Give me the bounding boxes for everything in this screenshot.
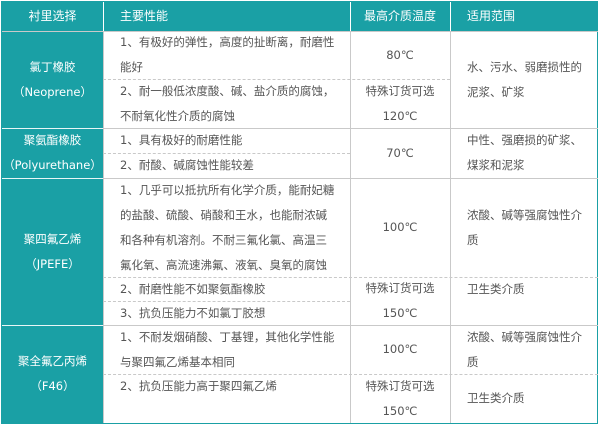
property-cell: 2、耐酸、碱腐蚀性能较差: [103, 153, 350, 178]
column-header: 主要性能: [103, 2, 350, 31]
property-cell: 1、几乎可以抵抗所有化学介质，能耐妃糖 的盐酸、硫酸、硝酸和王水，也能耐浓碱 和各种…: [103, 178, 350, 277]
cell-text: 适用范围: [467, 9, 516, 23]
cell-text: 特殊订货可选: [365, 378, 435, 393]
cell-text: 主要性能: [120, 9, 169, 23]
cell-text: 150℃: [382, 306, 418, 320]
cell-text: 70℃: [386, 145, 414, 160]
cell-text: 1、具有极好的耐磨性能: [120, 133, 243, 147]
header-divider: [103, 2, 104, 31]
cell-text: 2、耐磨性能不如聚氨酯橡胶: [120, 281, 266, 296]
cell-text: 质: [467, 354, 479, 369]
cell-text: 聚全氟乙丙烯: [18, 354, 87, 368]
cell-text: （Polyurethane）: [3, 158, 102, 172]
temperature-cell: 100℃: [350, 178, 450, 277]
property-cell: 1、有极好的弹性，高度的扯断离，耐磨性 能好: [103, 31, 350, 79]
cell-text: 衬里选择: [28, 9, 77, 23]
lining-name: 聚氨酯橡胶 （Polyurethane）: [2, 128, 103, 178]
cell-text: 不耐氧化性介质的腐蚀: [120, 108, 235, 123]
lining-name: 聚全氟乙丙烯 （F46）: [2, 325, 103, 423]
cell-text: 2、抗负压能力高于聚四氟乙烯: [120, 379, 277, 393]
cell-text: 100℃: [382, 220, 418, 234]
dashed-divider: [103, 79, 450, 80]
usage-cell: 卫生类介质: [450, 374, 598, 423]
cell-text: 120℃: [382, 108, 418, 123]
cell-text: 2、耐一般低浓度酸、碱、盐介质的腐蚀，: [120, 83, 335, 98]
temperature-cell: 100℃: [350, 325, 450, 374]
dashed-divider: [103, 153, 350, 154]
cell-text: 1、有极好的弹性，高度的扯断离，耐磨性: [120, 35, 335, 49]
column-header: 最高介质温度: [350, 2, 450, 31]
usage-cell: 中性、强磨损的矿浆、 煤浆和泥浆: [450, 128, 598, 178]
temperature-cell: 80℃: [350, 31, 450, 79]
cell-text: 中性、强磨损的矿浆、: [467, 133, 582, 147]
header-divider: [450, 2, 451, 31]
property-cell: 3、抗负压能力不如氯丁胶想: [103, 301, 350, 325]
column-divider: [450, 31, 451, 423]
cell-text: 聚氨酯橡胶: [23, 133, 82, 147]
cell-text: 3、抗负压能力不如氯丁胶想: [120, 305, 266, 320]
header-divider: [350, 2, 351, 31]
lining-divider: [2, 128, 103, 129]
lining-divider: [2, 325, 103, 326]
column-header: 衬里选择: [2, 2, 103, 31]
cell-text: 水、污水、弱磨损性的: [467, 59, 582, 74]
row-divider: [2, 31, 598, 32]
property-cell: 2、抗负压能力高于聚四氟乙烯: [103, 374, 350, 423]
cell-text: 150℃: [382, 403, 418, 418]
cell-text: 能好: [120, 60, 143, 74]
dashed-divider: [103, 301, 350, 302]
column-divider: [103, 31, 104, 423]
cell-text: （JPEFE）: [25, 256, 80, 271]
temperature-cell: 70℃: [350, 128, 450, 178]
cell-text: 1、几乎可以抵抗所有化学介质，能耐妃糖: [120, 182, 335, 197]
cell-text: 和各种有机溶剂。不耐三氟化氯、高温三: [120, 232, 327, 247]
lining-divider: [2, 178, 103, 179]
cell-text: 2、耐酸、碱腐蚀性能较差: [120, 158, 254, 172]
column-divider: [350, 31, 351, 423]
temperature-cell: 特殊订货可选 120℃: [350, 79, 450, 128]
cell-text: 泥浆、矿浆: [467, 84, 525, 99]
cell-text: 80℃: [386, 47, 414, 62]
cell-text: 卫生类介质: [467, 391, 525, 405]
lining-name: 氯丁橡胶 （Neoprene）: [2, 31, 103, 128]
column-header: 适用范围: [450, 2, 598, 31]
property-cell: 2、耐一般低浓度酸、碱、盐介质的腐蚀， 不耐氧化性介质的腐蚀: [103, 79, 350, 128]
cell-text: 1、不耐发烟硝酸、丁基锂，其他化学性能: [120, 329, 335, 344]
cell-text: 特殊订货可选: [365, 281, 435, 295]
cell-text: 质: [467, 232, 479, 247]
usage-cell: 卫生类介质: [450, 277, 598, 325]
usage-cell: 水、污水、弱磨损性的 泥浆、矿浆: [450, 31, 598, 128]
property-cell: 2、耐磨性能不如聚氨酯橡胶: [103, 277, 350, 301]
cell-text: 氯丁橡胶: [29, 59, 76, 74]
cell-text: （Neoprene）: [13, 84, 92, 99]
temperature-cell: 特殊订货可选 150℃: [350, 374, 450, 423]
lining-name: 聚四氟乙烯 （JPEFE）: [2, 178, 103, 325]
temperature-cell: 特殊订货可选 150℃: [350, 277, 450, 325]
cell-text: 聚四氟乙烯: [23, 231, 82, 246]
cell-text: 与聚四氟乙烯基本相同: [120, 354, 235, 369]
usage-cell: 浓酸、碱等强腐蚀性介质: [450, 325, 598, 374]
property-cell: 1、具有极好的耐磨性能: [103, 128, 350, 153]
cell-text: 煤浆和泥浆: [467, 158, 525, 172]
cell-text: 最高介质温度: [363, 9, 436, 23]
cell-text: 浓酸、碱等强腐蚀性介: [467, 207, 582, 222]
cell-text: 氟化氧、高流速沸氟、液氧、臭氧的腐蚀: [120, 257, 327, 272]
cell-text: （F46）: [30, 379, 75, 393]
cell-text: 卫生类介质: [467, 282, 525, 296]
cell-text: 的盐酸、硫酸、硝酸和王水，也能耐浓碱: [120, 207, 327, 222]
usage-cell: 浓酸、碱等强腐蚀性介质: [450, 178, 598, 277]
cell-text: 特殊订货可选: [365, 83, 435, 98]
cell-text: 浓酸、碱等强腐蚀性介: [467, 329, 582, 344]
property-cell: 1、不耐发烟硝酸、丁基锂，其他化学性能 与聚四氟乙烯基本相同: [103, 325, 350, 374]
cell-text: 100℃: [382, 342, 418, 356]
